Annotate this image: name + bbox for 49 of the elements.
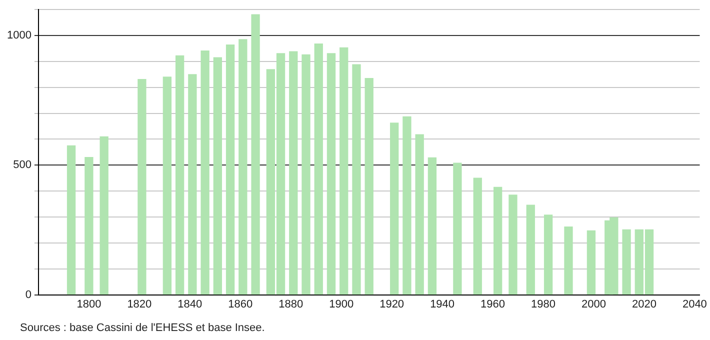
bar [84,157,94,295]
bar [226,44,235,295]
bar [564,226,573,295]
bar [302,54,310,295]
bar [428,157,437,295]
bar [526,204,535,295]
y-tick-label: 0 [25,288,32,301]
bar [508,194,518,295]
bar [453,162,462,295]
x-tick-label: 2040 [682,298,707,310]
x-tick-label: 1940 [430,298,455,310]
bar [200,50,210,295]
x-tick-label: 1900 [329,298,354,310]
bar [586,230,596,295]
bar [100,136,108,295]
bar [314,43,323,295]
x-tick-label: 1820 [127,298,152,310]
bar [402,116,412,295]
bar [340,47,348,295]
bar [175,55,184,295]
bar [289,51,298,295]
x-tick-label: 1960 [480,298,506,310]
y-tick-label: 1000 [6,30,32,42]
bar [493,186,502,295]
x-tick-label: 1840 [178,298,202,310]
bar [238,39,248,295]
x-tick-label: 1800 [76,298,102,310]
bar [473,178,482,295]
bar [66,145,76,295]
bar [251,14,260,295]
x-tick-label: 1920 [380,298,404,310]
bar [326,53,336,295]
bar [162,76,172,295]
bar [390,122,399,295]
bar [622,229,631,295]
bar [188,74,197,295]
bar [415,134,424,295]
x-tick-label: 1860 [228,298,253,310]
bar [138,79,146,295]
x-tick-label: 1980 [531,298,556,310]
bar [213,57,222,295]
x-tick-label: 1880 [278,298,304,310]
source-note: Sources : base Cassini de l'EHESS et base Insee. [20,322,265,334]
bar [364,78,374,295]
y-tick-label: 500 [13,159,32,172]
bar [352,64,361,295]
x-tick-label: 2020 [632,298,656,310]
bar [544,214,553,295]
x-tick-label: 2000 [581,298,606,310]
